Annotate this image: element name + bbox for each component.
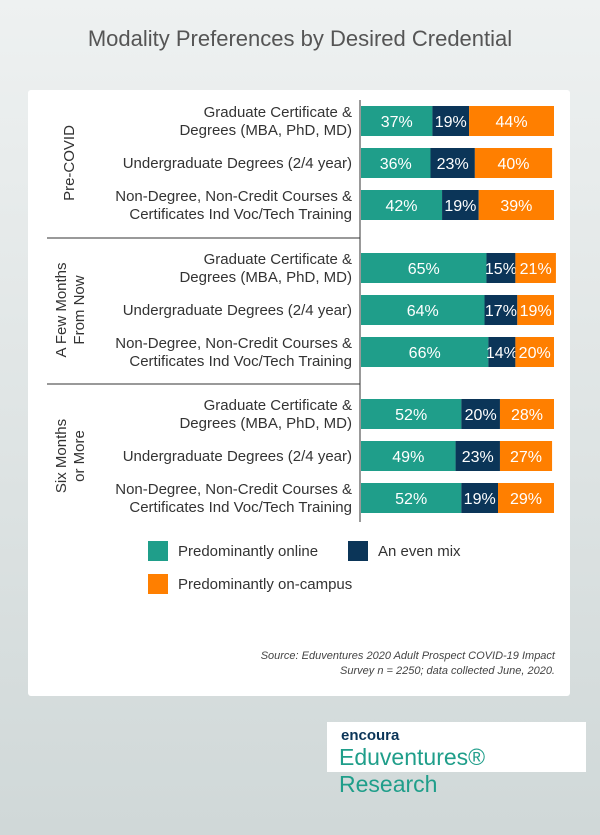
bar-segment [361,148,431,178]
data-label: 39% [500,198,532,215]
bar-segment [361,337,489,367]
data-label: 17% [485,303,517,320]
data-label: 49% [392,449,424,466]
legend-swatch [348,541,368,561]
category-label: Non-Degree, Non-Credit Courses & Certific… [115,188,352,223]
group-label: A Few MonthsFrom Now [53,262,88,357]
bar-segment [478,190,554,220]
legend-online: Predominantly online [148,541,318,561]
data-label: 23% [462,449,494,466]
bar-segment [461,399,500,429]
category-label: Non-Degree, Non-Credit Courses & Certific… [115,481,352,516]
category-label: Non-Degree, Non-Credit Courses & Certific… [115,335,352,370]
data-label: 19% [520,303,552,320]
bar-segment [469,106,554,136]
bar-segment [474,148,553,178]
data-label: 28% [511,407,543,424]
bar-segment [361,106,433,136]
bar-segment [442,190,479,220]
legend-mix: An even mix [348,541,461,561]
legend-swatch [148,574,168,594]
data-label: 52% [395,491,427,508]
chart-title: Modality Preferences by Desired Credenti… [87,26,513,51]
category-label: Undergraduate Degrees (2/4 year) [123,155,352,172]
category-label: Graduate Certificate & Degrees (MBA, PhD,… [179,251,352,286]
bar-segment [361,399,462,429]
bar-segment [515,337,554,367]
bar-segment [488,337,516,367]
data-label: 52% [395,407,427,424]
legend-campus: Predominantly on-campus [148,574,352,594]
data-label: 15% [485,261,517,278]
data-label: 20% [519,345,551,362]
legend-swatch [148,541,168,561]
bar-segment [499,441,553,471]
legend-label: An even mix [378,542,461,560]
data-label: 27% [510,449,542,466]
category-label: Graduate Certificate & Degrees (MBA, PhD,… [179,104,352,139]
bar-segment [361,441,456,471]
bar-segment [361,483,462,513]
data-label: 65% [408,261,440,278]
data-label: 19% [444,198,476,215]
group-label: Pre-COVID [61,125,78,201]
bar-segment [432,106,470,136]
data-label: 29% [510,491,542,508]
bar-segment [517,295,554,325]
category-label: Undergraduate Degrees (2/4 year) [123,448,352,465]
bar-segment [361,190,443,220]
logo-name: Eduventures® Research [339,744,486,797]
bar-segment [455,441,500,471]
source-note: Source: Eduventures 2020 Adult Prospect … [260,650,555,677]
bar-segment [484,295,518,325]
group-label: Six Monthsor More [53,419,88,493]
bar-segment [515,253,556,283]
bar-segment [430,148,475,178]
data-label: 66% [409,345,441,362]
data-label: 40% [497,156,529,173]
bar-segment [461,483,499,513]
bar-segment [361,253,487,283]
data-label: 21% [520,261,552,278]
data-label: 37% [381,114,413,131]
bar-segment [498,483,554,513]
category-label: Graduate Certificate & Degrees (MBA, PhD,… [179,397,352,432]
category-label: Undergraduate Degrees (2/4 year) [123,302,352,319]
bar-segment [486,253,516,283]
legend-label: Predominantly on-campus [178,575,353,593]
data-label: 19% [464,491,496,508]
data-label: 23% [437,156,469,173]
logo-brand: encoura [341,727,400,744]
data-label: 14% [486,345,518,362]
bar-segment [361,295,485,325]
logo: encoura Eduventures® Research [327,722,586,797]
data-label: 42% [386,198,418,215]
data-label: 64% [407,303,439,320]
data-label: 20% [465,407,497,424]
bar-segment [499,399,554,429]
data-label: 44% [496,114,528,131]
legend-label: Predominantly online [178,542,319,560]
data-label: 36% [380,156,412,173]
data-label: 19% [435,114,467,131]
